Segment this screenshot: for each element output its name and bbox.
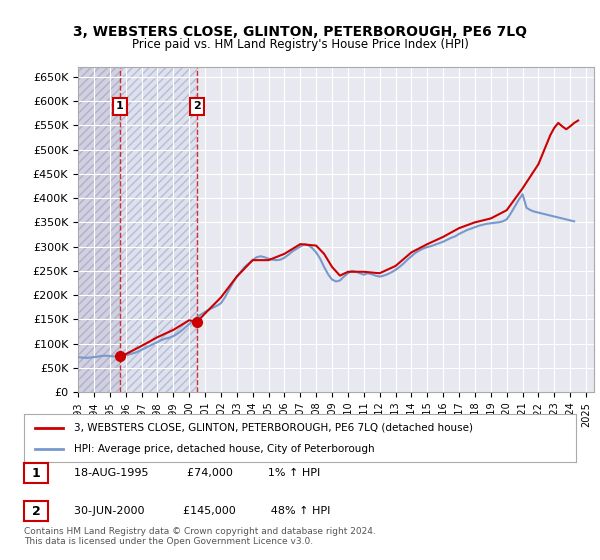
Text: Contains HM Land Registry data © Crown copyright and database right 2024.
This d: Contains HM Land Registry data © Crown c… — [24, 526, 376, 546]
Text: Price paid vs. HM Land Registry's House Price Index (HPI): Price paid vs. HM Land Registry's House … — [131, 38, 469, 51]
Text: 30-JUN-2000           £145,000          48% ↑ HPI: 30-JUN-2000 £145,000 48% ↑ HPI — [60, 506, 331, 516]
Text: 3, WEBSTERS CLOSE, GLINTON, PETERBOROUGH, PE6 7LQ (detached house): 3, WEBSTERS CLOSE, GLINTON, PETERBOROUGH… — [74, 423, 473, 433]
Text: 3, WEBSTERS CLOSE, GLINTON, PETERBOROUGH, PE6 7LQ: 3, WEBSTERS CLOSE, GLINTON, PETERBOROUGH… — [73, 25, 527, 39]
Bar — [120, 67, 197, 392]
Bar — [78, 67, 120, 392]
Text: HPI: Average price, detached house, City of Peterborough: HPI: Average price, detached house, City… — [74, 444, 374, 454]
Text: 1: 1 — [32, 466, 40, 480]
Text: 2: 2 — [32, 505, 40, 518]
Text: 18-AUG-1995           £74,000          1% ↑ HPI: 18-AUG-1995 £74,000 1% ↑ HPI — [60, 468, 320, 478]
Text: 1: 1 — [116, 101, 124, 111]
Text: 2: 2 — [193, 101, 201, 111]
